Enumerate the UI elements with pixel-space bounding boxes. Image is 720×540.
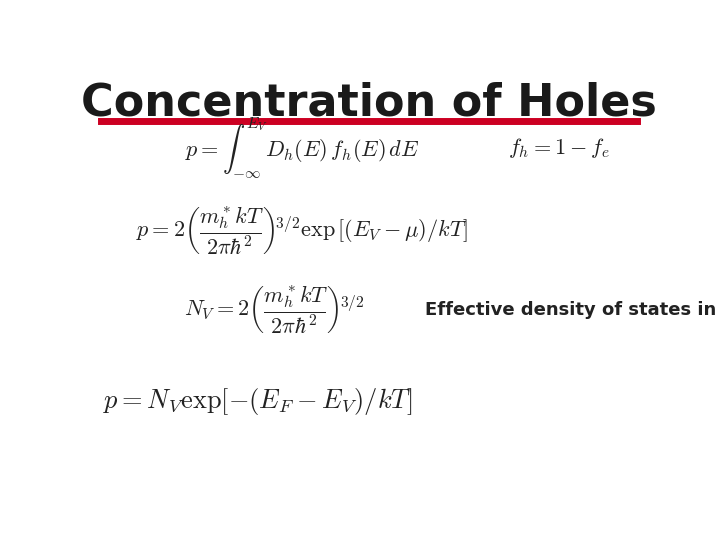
Text: $p = \int_{-\infty}^{E_V} D_h(E)\, f_h(E)\, dE$: $p = \int_{-\infty}^{E_V} D_h(E)\, f_h(E… xyxy=(185,115,419,181)
Text: Effective density of states in VB: Effective density of states in VB xyxy=(425,301,720,319)
Text: $p = 2\left(\dfrac{m_h^* kT}{2\pi\hbar^2}\right)^{\!3/2} \exp\left[(E_V - \mu)/k: $p = 2\left(\dfrac{m_h^* kT}{2\pi\hbar^2… xyxy=(136,205,468,258)
Text: $p = N_V \exp\!\left[-(E_F - E_V)/kT\right]$: $p = N_V \exp\!\left[-(E_F - E_V)/kT\rig… xyxy=(103,386,412,417)
Text: $N_V = 2\left(\dfrac{m_h^* kT}{2\pi\hbar^2}\right)^{\!3/2}$: $N_V = 2\left(\dfrac{m_h^* kT}{2\pi\hbar… xyxy=(184,284,364,336)
Text: Concentration of Holes: Concentration of Holes xyxy=(81,82,657,124)
Text: $f_h = 1 - f_e$: $f_h = 1 - f_e$ xyxy=(508,136,610,160)
